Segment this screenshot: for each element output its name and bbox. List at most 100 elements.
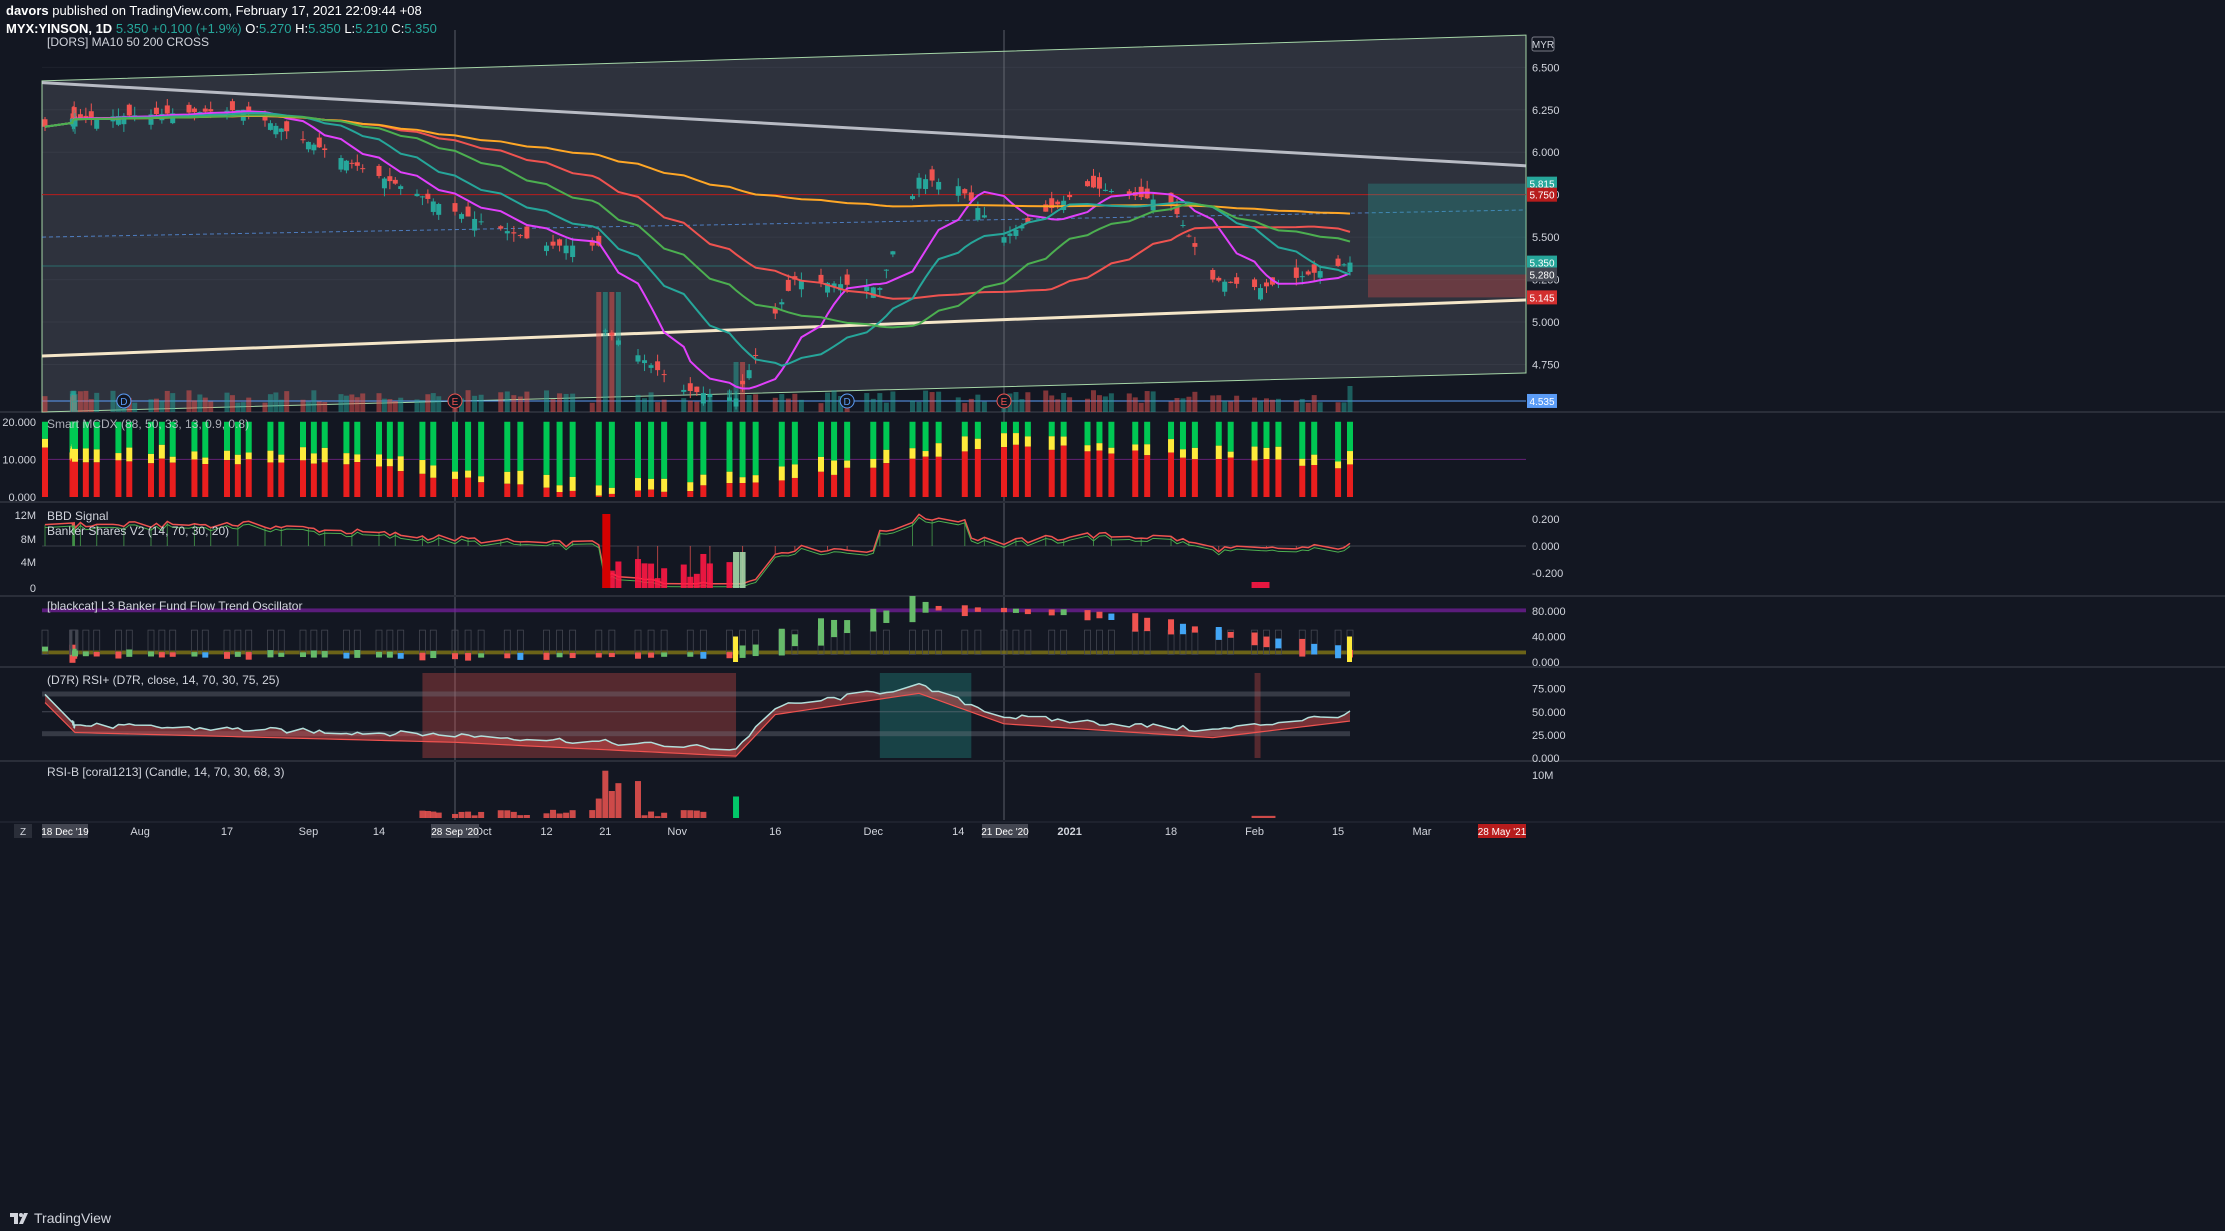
rsib-bar bbox=[589, 810, 596, 818]
flow-axis-tick: 0.000 bbox=[1532, 657, 1560, 669]
rsib-bar bbox=[1251, 815, 1258, 818]
hot-money-bar bbox=[569, 476, 576, 491]
hot-money-bar bbox=[1251, 446, 1258, 461]
rsib-bar bbox=[556, 813, 563, 818]
flow-bar bbox=[517, 652, 524, 660]
retail-bar bbox=[397, 421, 404, 457]
rsib-bar bbox=[641, 815, 648, 818]
retail-bar bbox=[1060, 421, 1067, 437]
tradingview-logo-icon[interactable] bbox=[8, 1210, 30, 1226]
flow-bar bbox=[635, 652, 641, 659]
volume-bar bbox=[1168, 401, 1174, 412]
candle-body bbox=[1126, 191, 1132, 195]
banker-bar bbox=[1299, 465, 1306, 497]
hot-money-bar bbox=[82, 448, 89, 463]
bbd-volume-bar bbox=[608, 570, 615, 588]
volume-bar bbox=[387, 399, 393, 412]
banker-bar bbox=[1275, 459, 1282, 497]
hot-money-bar bbox=[224, 450, 230, 461]
banker-bar bbox=[569, 490, 576, 497]
flow-bar bbox=[922, 601, 929, 613]
time-axis-tick: Dec bbox=[864, 826, 884, 838]
bbd-volume-bar bbox=[602, 514, 611, 588]
flow-axis-tick: 80.000 bbox=[1532, 606, 1566, 618]
candle-body bbox=[504, 231, 510, 234]
author-name[interactable]: davors bbox=[6, 3, 49, 18]
candle-body bbox=[414, 193, 420, 197]
volume-bar bbox=[1180, 398, 1186, 412]
bbd-volume-bar bbox=[680, 564, 687, 588]
rsib-bar bbox=[430, 811, 437, 818]
banker-bar bbox=[397, 471, 404, 497]
candle-body bbox=[923, 179, 929, 189]
price-axes[interactable]: 6.5006.2506.0005.7505.5005.2505.0004.750… bbox=[2, 36, 1566, 838]
volume-bar bbox=[278, 399, 284, 412]
event-marker-circle bbox=[116, 393, 132, 409]
volume-bar bbox=[1347, 386, 1353, 412]
candle-body bbox=[910, 196, 915, 199]
volume-bar bbox=[72, 394, 78, 412]
retail-bar bbox=[739, 421, 746, 478]
volume-bar bbox=[498, 392, 504, 412]
volume-bar bbox=[170, 393, 176, 412]
retail-bar bbox=[169, 421, 176, 457]
price-label-text: 5.350 bbox=[1529, 259, 1554, 270]
candle-body bbox=[955, 186, 961, 196]
volume-bar bbox=[430, 393, 436, 412]
hot-money-bar bbox=[1001, 433, 1007, 448]
rsib-bar bbox=[497, 810, 504, 818]
candle-body bbox=[962, 189, 968, 194]
banker-bar bbox=[1191, 459, 1198, 497]
hot-money-bar bbox=[321, 447, 328, 463]
price-candles[interactable] bbox=[42, 98, 1353, 410]
flow-frame bbox=[1012, 629, 1020, 655]
candle-body bbox=[88, 111, 94, 118]
hot-money-bar bbox=[909, 448, 916, 459]
banker-bar bbox=[234, 464, 241, 497]
retail-bar bbox=[82, 421, 89, 449]
retail-bar bbox=[202, 421, 209, 458]
volume-bar bbox=[186, 390, 192, 412]
candle-body bbox=[338, 158, 344, 170]
time-axis-marker-text: 28 Sep '20 bbox=[431, 827, 479, 838]
flow-bar bbox=[300, 652, 306, 658]
retail-bar bbox=[831, 421, 838, 461]
candle-body bbox=[1317, 271, 1323, 278]
rsib-bar bbox=[1269, 815, 1276, 818]
tradingview-logo-text[interactable]: TradingView bbox=[34, 1210, 112, 1226]
banker-bar bbox=[543, 487, 550, 497]
candle-body bbox=[126, 104, 132, 116]
banker-bar bbox=[818, 471, 824, 497]
bbd-volume-bar bbox=[615, 561, 622, 588]
candle-body bbox=[772, 308, 778, 314]
volume-bar bbox=[224, 392, 230, 412]
candle-body bbox=[472, 218, 478, 231]
candle-body bbox=[642, 360, 648, 364]
volume-bar bbox=[511, 395, 517, 412]
rsib-axis-tick: 10M bbox=[1532, 770, 1553, 782]
flow-bar bbox=[791, 634, 798, 647]
symbol-name[interactable]: MYX:YINSON, 1D bbox=[6, 21, 113, 36]
mcdx-axis-tick: 20.000 bbox=[2, 417, 36, 429]
banker-bar bbox=[42, 447, 48, 497]
volume-bar bbox=[88, 399, 94, 412]
pane-title: [DORS] MA10 50 200 CROSS bbox=[47, 35, 209, 49]
candle-body bbox=[164, 105, 170, 114]
moving-average-line bbox=[44, 114, 1351, 329]
retail-bar bbox=[700, 421, 707, 475]
retail-bar bbox=[452, 421, 458, 472]
hot-money-bar bbox=[1227, 451, 1234, 458]
flow-bar bbox=[961, 605, 968, 617]
candle-body bbox=[246, 106, 252, 113]
banker-bar bbox=[465, 477, 472, 497]
candle-body bbox=[1108, 191, 1114, 193]
flow-bar bbox=[543, 652, 550, 660]
candle-body bbox=[1096, 177, 1102, 189]
candle-body bbox=[838, 284, 844, 291]
banker-bar bbox=[478, 482, 485, 497]
volume-bar bbox=[1335, 402, 1341, 412]
retail-bar bbox=[635, 421, 641, 479]
mcdx-axis-tick: 0.000 bbox=[8, 492, 36, 504]
volume-bar bbox=[550, 399, 556, 412]
